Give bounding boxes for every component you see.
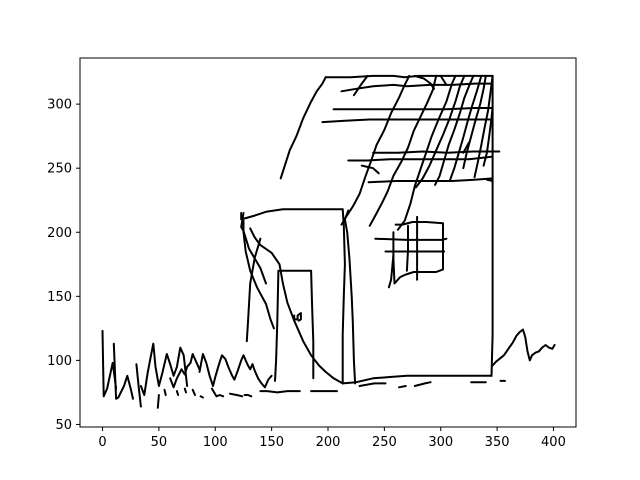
sketch-stroke-32 [341,208,346,385]
y-axis: 50 100 150 200 250 300 [47,98,80,433]
sketch-stroke-37 [392,221,444,285]
sketch-stroke-53 [434,74,475,186]
sketch-stroke-62 [462,141,470,154]
x-tick-label: 400 [541,435,566,450]
sketch-stroke-28 [240,212,267,285]
sketch-stroke-3 [135,363,142,408]
sketch-stroke-16 [259,390,301,394]
sketch-stroke-58 [352,74,369,97]
plot-background [80,58,576,427]
y-tick-label: 150 [47,290,72,305]
sketch-stroke-26 [279,76,327,180]
sketch-stroke-6 [198,353,273,389]
x-tick-label: 300 [428,435,453,450]
sketch-stroke-50 [368,74,438,227]
x-tick-label: 50 [151,435,168,450]
sketch-stroke-8 [163,388,167,396]
sketch-stroke-51 [396,74,457,231]
x-tick-label: 200 [316,435,341,450]
x-tick-label: 350 [485,435,510,450]
sketch-stroke-56 [473,74,494,179]
sketch-stroke-45 [347,155,493,162]
sketch-stroke-57 [482,105,494,167]
sketch-stroke-35 [274,269,315,382]
sketch-stroke-20 [413,381,432,387]
sketch-stroke-14 [228,392,244,398]
x-tick-label: 0 [98,435,106,450]
sketch-stroke-41 [405,224,409,272]
sketch-stroke-15 [243,394,253,398]
sketch-stroke-39 [374,237,448,241]
y-tick-label: 300 [47,98,72,113]
sketch-stroke-29 [249,227,344,385]
sketch-stroke-12 [199,395,204,399]
x-tick-label: 250 [372,435,397,450]
sketch-stroke-59 [360,164,380,175]
sketch-stroke-7 [156,394,160,409]
sketch-stroke-11 [191,388,196,396]
sketch-stroke-55 [462,74,487,170]
sketch-stroke-5 [169,353,201,389]
sketch-stroke-10 [183,387,187,394]
y-tick-label: 100 [47,354,72,369]
sketch-stroke-9 [175,390,180,396]
x-tick-label: 150 [259,435,284,450]
sketch-stroke-31 [490,74,494,377]
sketch-stroke-4 [139,342,189,396]
sketch-stroke-18 [358,382,387,387]
sketch-stroke-1 [101,329,118,398]
y-tick-label: 200 [47,226,72,241]
x-tick-label: 100 [203,435,228,450]
sketch-stroke-49 [340,74,411,226]
sketch-stroke-27 [324,74,493,79]
sketch-stroke-38 [387,254,395,289]
sketch-stroke-48 [340,82,493,93]
sketch-stroke-23 [491,328,556,367]
series-group [101,74,556,409]
sketch-stroke-19 [398,385,407,389]
sketch-stroke-33 [343,209,357,385]
sketch-stroke-34 [245,237,262,343]
sketch-stroke-47 [321,118,493,124]
y-tick-label: 50 [55,418,72,433]
sketch-stroke-46 [332,107,493,111]
x-axis: 0 50 100 150 200 250 300 350 400 [98,427,566,450]
sketch-stroke-13 [210,387,225,398]
sketch-stroke-60 [413,74,435,90]
sketch-stroke-2 [112,342,134,400]
sketch-stroke-52 [414,74,466,189]
sketch-stroke-64 [485,178,494,182]
sketch-stroke-36 [293,312,302,322]
y-tick-label: 250 [47,162,72,177]
sketch-stroke-54 [448,74,483,182]
sketch-stroke-61 [439,74,448,86]
sketch-stroke-30 [341,374,493,385]
